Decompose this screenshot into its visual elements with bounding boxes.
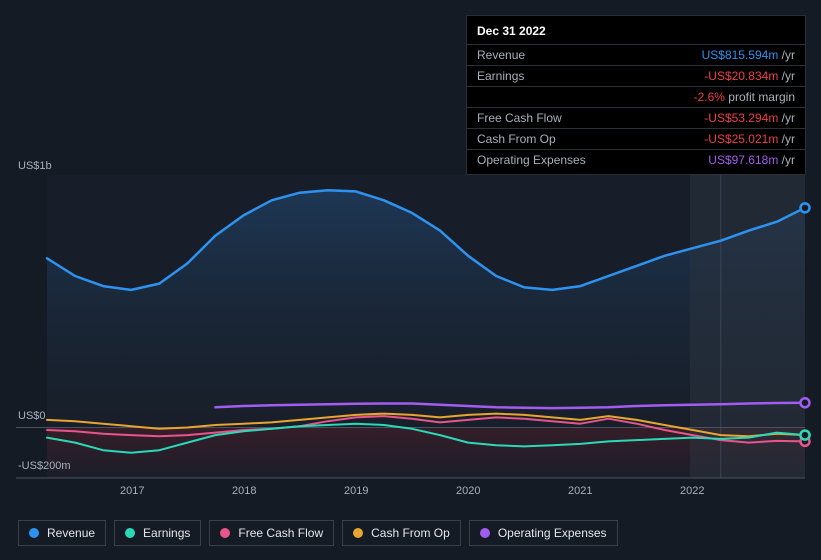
y-axis-label: US$1b xyxy=(18,160,52,172)
tooltip-row-label: Earnings xyxy=(477,69,524,83)
tooltip-row-extra: -2.6% profit margin xyxy=(694,90,795,104)
legend-label: Cash From Op xyxy=(371,526,450,540)
tooltip-row-value: US$97.618m /yr xyxy=(708,153,795,167)
tooltip-row: Free Cash Flow -US$53.294m /yr xyxy=(467,107,805,128)
x-axis-label: 2019 xyxy=(344,485,368,497)
x-axis-label: 2017 xyxy=(120,485,144,497)
tooltip-row-value: -US$53.294m /yr xyxy=(704,111,795,125)
legend-item[interactable]: Cash From Op xyxy=(342,520,461,546)
legend-label: Operating Expenses xyxy=(498,526,607,540)
legend-label: Revenue xyxy=(47,526,95,540)
legend-item[interactable]: Revenue xyxy=(18,520,106,546)
legend-item[interactable]: Free Cash Flow xyxy=(209,520,334,546)
x-axis-label: 2021 xyxy=(568,485,592,497)
y-axis-label: -US$200m xyxy=(18,460,71,472)
tooltip-row: Earnings -US$20.834m /yr xyxy=(467,65,805,86)
tooltip-row: Cash From Op -US$25.021m /yr xyxy=(467,128,805,149)
tooltip-row-label: Revenue xyxy=(477,48,525,62)
y-axis-label: US$0 xyxy=(18,410,46,422)
legend: Revenue Earnings Free Cash Flow Cash From O… xyxy=(18,520,618,546)
legend-label: Earnings xyxy=(143,526,190,540)
legend-swatch xyxy=(220,528,230,538)
legend-swatch xyxy=(29,528,39,538)
tooltip-row-label: Cash From Op xyxy=(477,132,556,146)
x-axis-label: 2018 xyxy=(232,485,256,497)
tooltip-row-label: Free Cash Flow xyxy=(477,111,562,125)
x-axis-label: 2020 xyxy=(456,485,480,497)
tooltip-row-label: Operating Expenses xyxy=(477,153,586,167)
legend-item[interactable]: Earnings xyxy=(114,520,201,546)
tooltip-row-value: -US$25.021m /yr xyxy=(704,132,795,146)
legend-label: Free Cash Flow xyxy=(238,526,323,540)
tooltip-row-value: -US$20.834m /yr xyxy=(704,69,795,83)
tooltip-row: Operating Expenses US$97.618m /yr xyxy=(467,149,805,170)
tooltip-row: -2.6% profit margin xyxy=(467,86,805,107)
legend-swatch xyxy=(353,528,363,538)
tooltip-date: Dec 31 2022 xyxy=(467,20,805,44)
legend-item[interactable]: Operating Expenses xyxy=(469,520,618,546)
legend-swatch xyxy=(480,528,490,538)
hover-tooltip: Dec 31 2022 Revenue US$815.594m /yr Earnin… xyxy=(466,15,806,175)
tooltip-row: Revenue US$815.594m /yr xyxy=(467,44,805,65)
legend-swatch xyxy=(125,528,135,538)
x-axis-label: 2022 xyxy=(680,485,704,497)
tooltip-row-value: US$815.594m /yr xyxy=(702,48,795,62)
